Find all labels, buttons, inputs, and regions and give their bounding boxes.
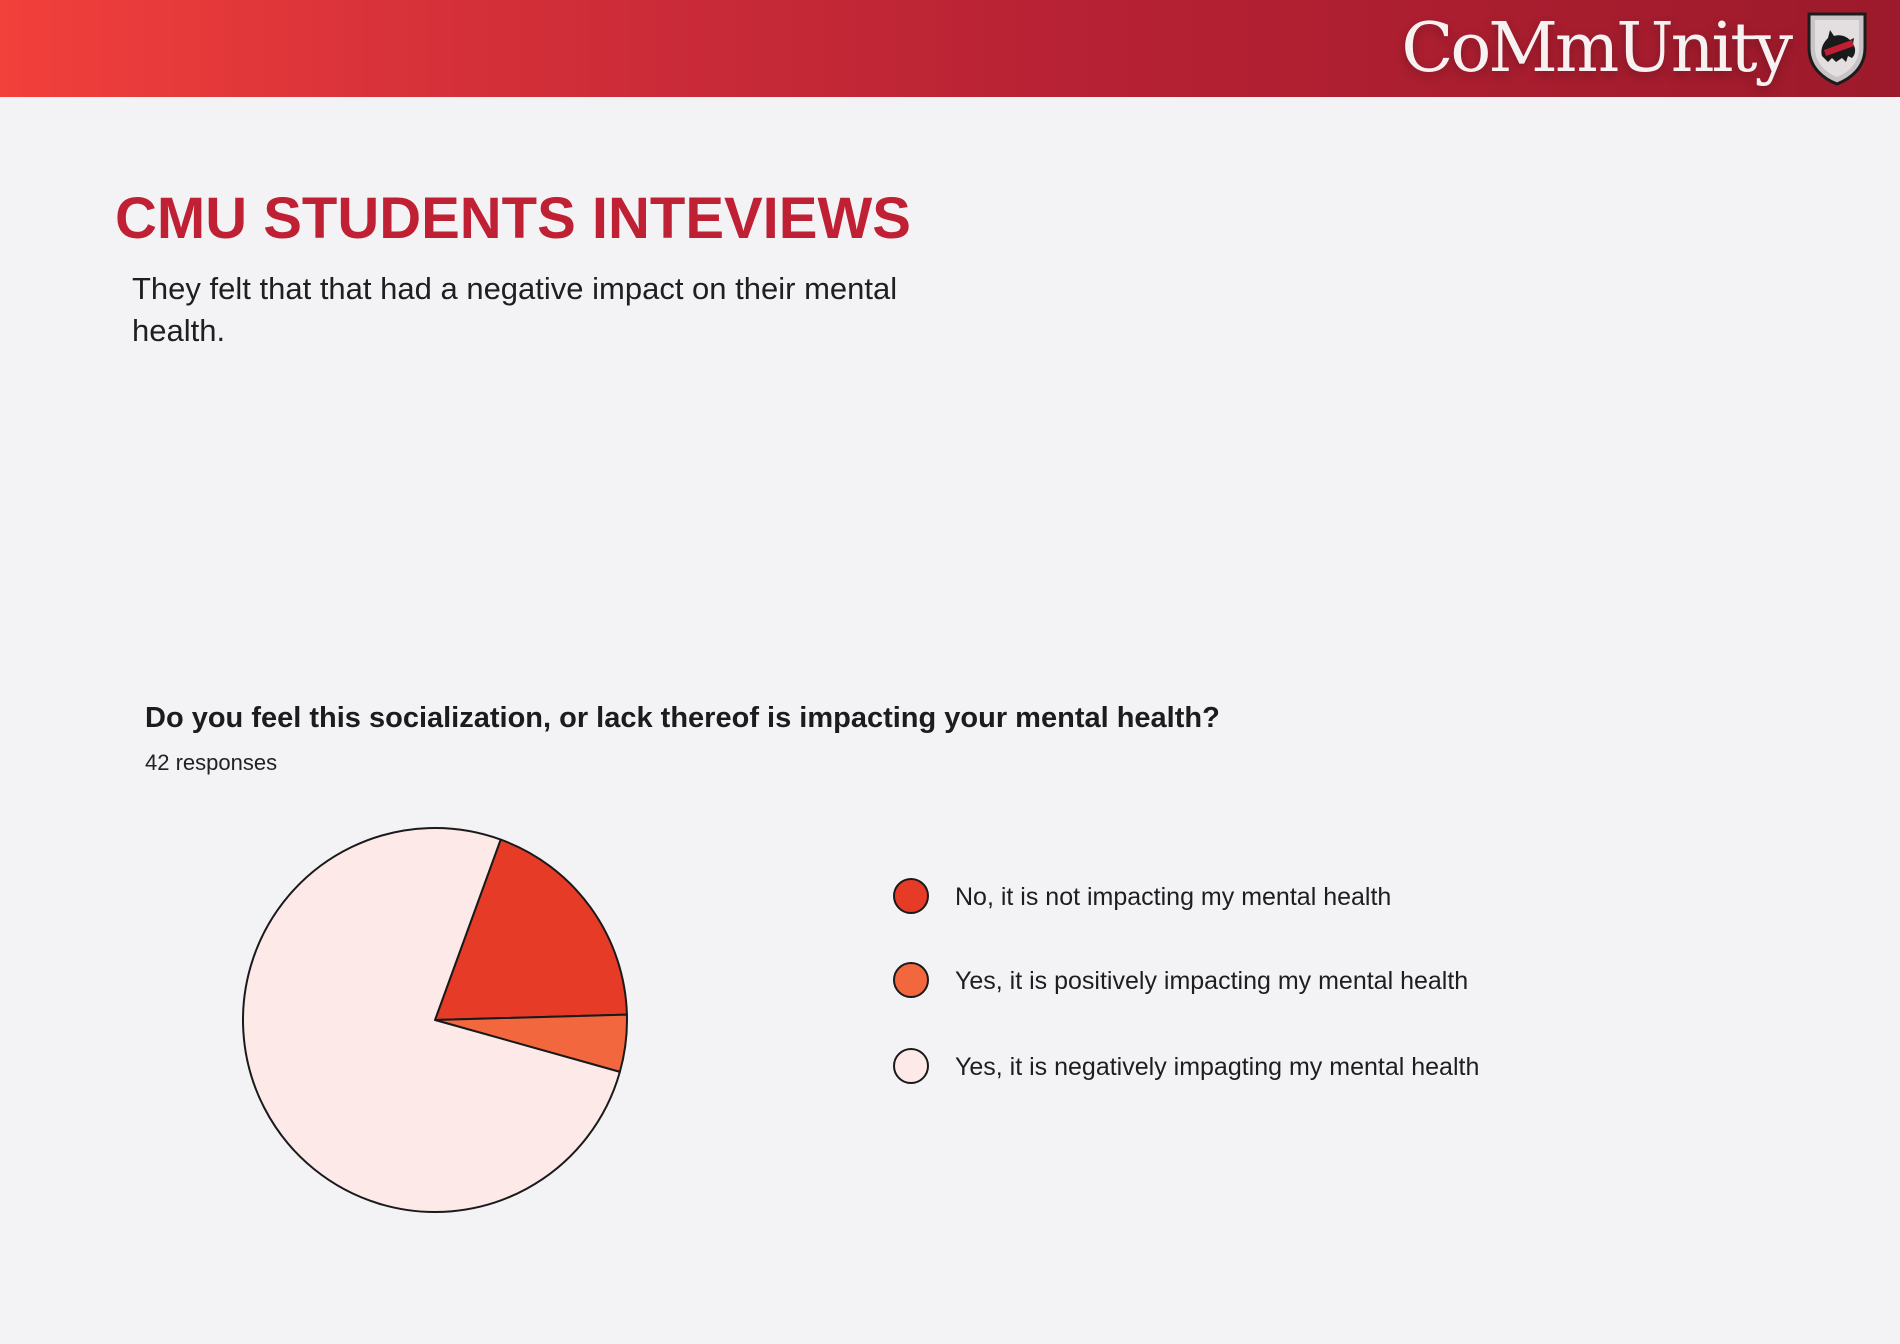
- legend-label: Yes, it is negatively impagting my menta…: [955, 1053, 1480, 1081]
- chart-title: Do you feel this socialization, or lack …: [145, 702, 1220, 734]
- legend-swatch: [893, 878, 929, 914]
- legend-label: Yes, it is positively impacting my menta…: [955, 967, 1469, 995]
- pie-slice-3: [242, 827, 621, 1213]
- header-bar: CoMmUnity: [0, 0, 1900, 97]
- slide-title: CMU STUDENTS INTEVIEWS: [115, 186, 911, 251]
- pie-chart: [242, 827, 628, 1213]
- brand-logo-text: CoMmUnity: [1401, 9, 1793, 88]
- legend-swatch: [893, 1048, 929, 1084]
- legend-label: No, it is not impacting my mental health: [955, 883, 1392, 911]
- slide-subtitle: They felt that that had a negative impac…: [132, 271, 898, 348]
- pie-slice-1: [434, 838, 628, 1021]
- legend-swatch: [893, 962, 929, 998]
- shield-crest-icon: [1807, 12, 1867, 86]
- chart-response-count: 42 responses: [145, 750, 278, 775]
